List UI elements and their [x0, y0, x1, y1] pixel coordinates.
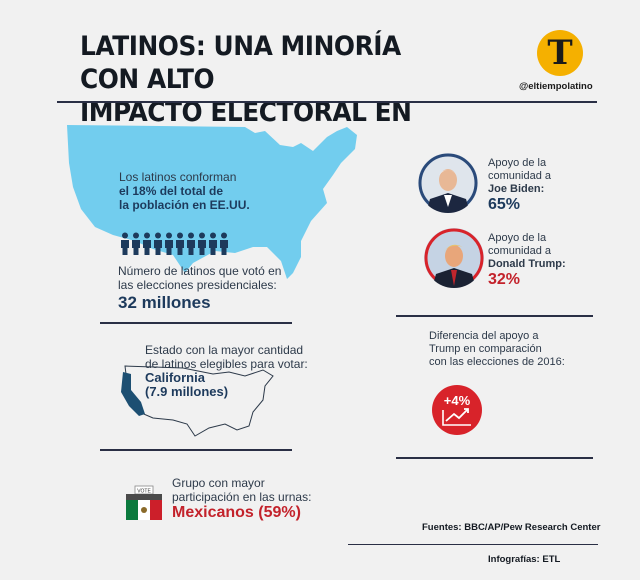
difference-value: +4% — [443, 393, 471, 408]
divider-right-2 — [396, 457, 593, 459]
credits-text: Infografías: ETL — [488, 554, 561, 565]
usa-outline-icon — [121, 365, 274, 437]
divider-right-1 — [396, 315, 593, 317]
biden-line-1: Apoyo de la — [488, 157, 547, 169]
state-value: (7.9 millones) — [145, 384, 229, 399]
increase-icon: +4% — [432, 385, 482, 435]
brand-logo[interactable]: T — [537, 30, 583, 76]
voters-line-2: las elecciones presidenciales: — [118, 278, 277, 292]
biden-name: Joe Biden: — [488, 183, 545, 195]
state-line-1: Estado con la mayor cantidad — [145, 343, 304, 357]
voters-value: 32 millones — [118, 293, 211, 312]
population-line-1: Los latinos conforman — [119, 170, 237, 184]
difference-line-2: Trump en comparación — [429, 343, 542, 355]
biden-value: 65% — [488, 196, 521, 213]
group-line-1: Grupo con mayor — [172, 476, 265, 490]
population-line-3: la población en EE.UU. — [119, 198, 250, 212]
footer-divider — [348, 544, 598, 545]
group-line-2: participación en las urnas: — [172, 490, 312, 504]
trend-up-icon — [442, 408, 471, 426]
state-text: Estado con la mayor cantidad de latinos … — [145, 343, 308, 399]
people-icon-row — [121, 232, 228, 255]
person-icon — [220, 232, 228, 255]
person-icon — [209, 232, 217, 255]
population-line-2: el 18% del total de — [119, 184, 224, 198]
biden-avatar — [418, 153, 478, 213]
divider-left-2 — [100, 449, 292, 451]
state-line-2: de latinos elegibles para votar: — [145, 357, 308, 371]
trump-text: Apoyo de la comunidad a Donald Trump: 32… — [488, 232, 566, 288]
person-icon — [187, 232, 195, 255]
person-icon — [143, 232, 151, 255]
title-line-1: LATINOS: UNA MINORÍA CON ALTO — [80, 31, 401, 95]
difference-line-1: Diferencia del apoyo a — [429, 330, 539, 342]
state-name: California — [145, 370, 205, 385]
voters-line-1: Número de latinos que votó en — [118, 264, 282, 278]
group-text: Grupo con mayor participación en las urn… — [172, 476, 312, 521]
person-icon — [154, 232, 162, 255]
brand-handle[interactable]: @eltiempolatino — [519, 81, 593, 92]
person-icon — [165, 232, 173, 255]
biden-line-2: comunidad a — [488, 170, 551, 182]
difference-line-3: con las elecciones de 2016: — [429, 356, 565, 368]
trump-line-2: comunidad a — [488, 245, 551, 257]
person-icon — [132, 232, 140, 255]
trump-line-1: Apoyo de la — [488, 232, 547, 244]
biden-text: Apoyo de la comunidad a Joe Biden: 65% — [488, 157, 551, 213]
ballot-box-icon: VOTE — [126, 485, 162, 520]
divider-left-1 — [100, 322, 292, 324]
vote-label: VOTE — [137, 489, 151, 495]
person-icon — [198, 232, 206, 255]
group-value: Mexicanos (59%) — [172, 504, 301, 521]
title-divider — [57, 101, 597, 103]
person-icon — [121, 232, 129, 255]
trump-value: 32% — [488, 271, 521, 288]
population-text: Los latinos conforman el 18% del total d… — [119, 170, 250, 212]
trump-name: Donald Trump: — [488, 258, 566, 270]
difference-text: Diferencia del apoyo a Trump en comparac… — [429, 330, 565, 369]
voters-text: Número de latinos que votó en las elecci… — [118, 264, 282, 312]
logo-letter: T — [547, 33, 573, 73]
trump-avatar — [424, 228, 484, 288]
person-icon — [176, 232, 184, 255]
sources-text: Fuentes: BBC/AP/Pew Research Center — [422, 522, 601, 533]
